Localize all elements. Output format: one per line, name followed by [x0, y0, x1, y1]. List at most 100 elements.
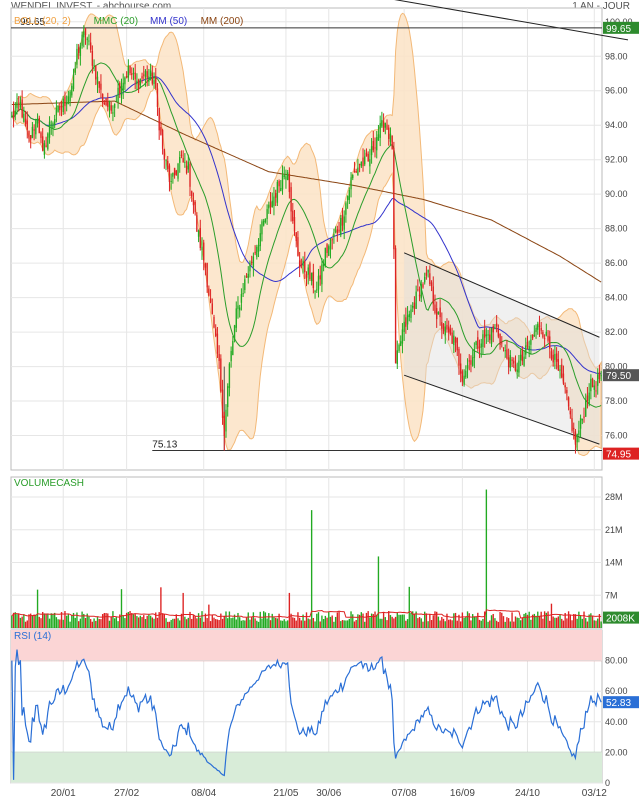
candle-body — [122, 82, 124, 91]
candle-body — [286, 172, 289, 181]
volume-bar — [261, 618, 263, 628]
volume-bars — [11, 489, 602, 628]
volume-bar — [201, 611, 203, 628]
volume-bar — [485, 489, 488, 628]
candle-body — [300, 264, 303, 266]
candle-body — [509, 355, 512, 368]
volume-bar — [353, 621, 356, 628]
volume-bar — [182, 592, 184, 628]
candle-body — [458, 348, 460, 366]
candle-body — [490, 327, 493, 344]
candle-body — [266, 209, 268, 220]
price-tick-label: 90.00 — [605, 189, 628, 199]
volume-bar — [492, 613, 494, 628]
volume-bar — [384, 617, 386, 628]
volume-bar — [444, 621, 446, 628]
candle-body — [235, 308, 237, 328]
volume-bar — [223, 615, 225, 628]
candle-body — [127, 65, 130, 78]
volume-bar — [280, 620, 282, 628]
candle-body — [47, 133, 49, 150]
candle-body — [60, 105, 63, 108]
volume-bar — [211, 615, 213, 628]
candle-body — [221, 389, 224, 418]
candle-body — [502, 347, 505, 349]
volume-bar — [19, 617, 22, 628]
candle-body — [513, 360, 515, 364]
volume-bar — [252, 612, 255, 628]
volume-bar — [245, 617, 248, 628]
candle-body — [148, 76, 150, 82]
candle-body — [36, 119, 39, 124]
candle-body — [345, 203, 347, 215]
volume-bar — [77, 621, 80, 628]
volume-bar — [191, 618, 193, 628]
volume-bar — [192, 615, 195, 628]
candle-body — [292, 210, 294, 222]
volume-bar — [76, 612, 78, 628]
volume-bar — [199, 617, 201, 628]
volume-bar — [465, 617, 467, 628]
candle-body — [418, 294, 421, 297]
volume-bar — [540, 611, 542, 628]
candle-body — [533, 334, 536, 336]
low-price-box: 74.95 — [606, 450, 631, 461]
last-rsi-box: 52.83 — [606, 698, 631, 709]
candle-body — [388, 127, 390, 139]
volume-bar — [453, 613, 455, 628]
candle-body — [103, 102, 106, 104]
candle-body — [372, 140, 374, 151]
candle-body — [28, 130, 30, 139]
candle-body — [16, 102, 18, 108]
candle-body — [285, 176, 287, 180]
volume-bar — [393, 618, 395, 628]
candle-body — [427, 269, 429, 273]
volume-bar — [155, 612, 157, 628]
candle-body — [225, 409, 227, 432]
channel-lower-line — [403, 374, 600, 445]
candle-body — [71, 85, 73, 96]
volume-bar — [187, 617, 189, 628]
legend-item: MM (200) — [201, 16, 244, 27]
candle-body — [441, 322, 443, 329]
volume-bar — [477, 612, 479, 628]
volume-bar — [403, 614, 405, 628]
rsi-tick-label: 60.00 — [605, 686, 628, 696]
candle-body — [182, 157, 184, 163]
candle-body — [562, 373, 565, 384]
volume-bar — [53, 612, 56, 628]
candle-body — [494, 327, 496, 329]
last-price-box-bg — [603, 369, 639, 382]
candle-body — [569, 410, 571, 415]
price-tick-label: 94.00 — [605, 120, 628, 130]
candle-body — [309, 263, 311, 280]
volume-bar — [204, 613, 207, 628]
volume-bar — [588, 614, 590, 628]
candle-body — [293, 217, 296, 232]
candle-body — [288, 174, 291, 193]
volume-bar — [538, 616, 541, 628]
candle-body — [173, 167, 176, 176]
volume-bar — [446, 613, 448, 628]
volume-bar — [197, 613, 200, 628]
candle-body — [247, 273, 249, 278]
volume-bar — [42, 611, 44, 628]
volume-bar — [312, 617, 315, 628]
candle-body — [463, 375, 465, 385]
volume-bar — [521, 617, 524, 628]
candle-body — [213, 316, 215, 328]
candle-body — [507, 357, 510, 368]
high-price-box-bg — [603, 21, 639, 34]
candle-body — [197, 230, 200, 237]
candle-body — [597, 374, 599, 386]
candle-body — [89, 42, 92, 50]
volume-bar — [458, 614, 460, 628]
candle-body — [555, 353, 558, 362]
volume-bar — [487, 621, 489, 628]
candle-body — [540, 327, 542, 331]
volume-bar — [501, 612, 503, 628]
candle-body — [264, 218, 267, 223]
x-tick-label: 30/06 — [316, 788, 341, 799]
candle-body — [297, 237, 299, 256]
